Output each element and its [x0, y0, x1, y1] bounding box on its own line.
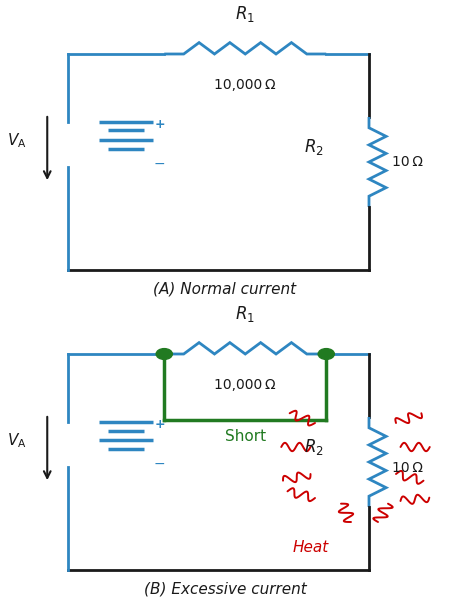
Text: (B) Excessive current: (B) Excessive current — [144, 582, 306, 597]
Circle shape — [156, 349, 172, 359]
Text: 10 Ω: 10 Ω — [392, 155, 423, 169]
Text: Heat: Heat — [292, 540, 328, 555]
Text: $R_1$: $R_1$ — [235, 4, 255, 24]
Text: +: + — [154, 418, 165, 431]
Text: −: − — [154, 157, 166, 170]
Text: $V_\mathrm{A}$: $V_\mathrm{A}$ — [7, 131, 27, 151]
Text: $R_2$: $R_2$ — [304, 137, 324, 157]
Circle shape — [318, 349, 334, 359]
Text: $R_1$: $R_1$ — [235, 304, 255, 324]
Text: $V_\mathrm{A}$: $V_\mathrm{A}$ — [7, 431, 27, 451]
Text: Short: Short — [225, 429, 266, 444]
Text: (A) Normal current: (A) Normal current — [153, 282, 297, 297]
Text: $R_2$: $R_2$ — [304, 437, 324, 457]
Text: −: − — [154, 457, 166, 470]
Text: 10,000 Ω: 10,000 Ω — [215, 78, 276, 92]
Text: 10,000 Ω: 10,000 Ω — [215, 378, 276, 392]
Text: 10 Ω: 10 Ω — [392, 461, 423, 475]
Text: +: + — [154, 118, 165, 131]
